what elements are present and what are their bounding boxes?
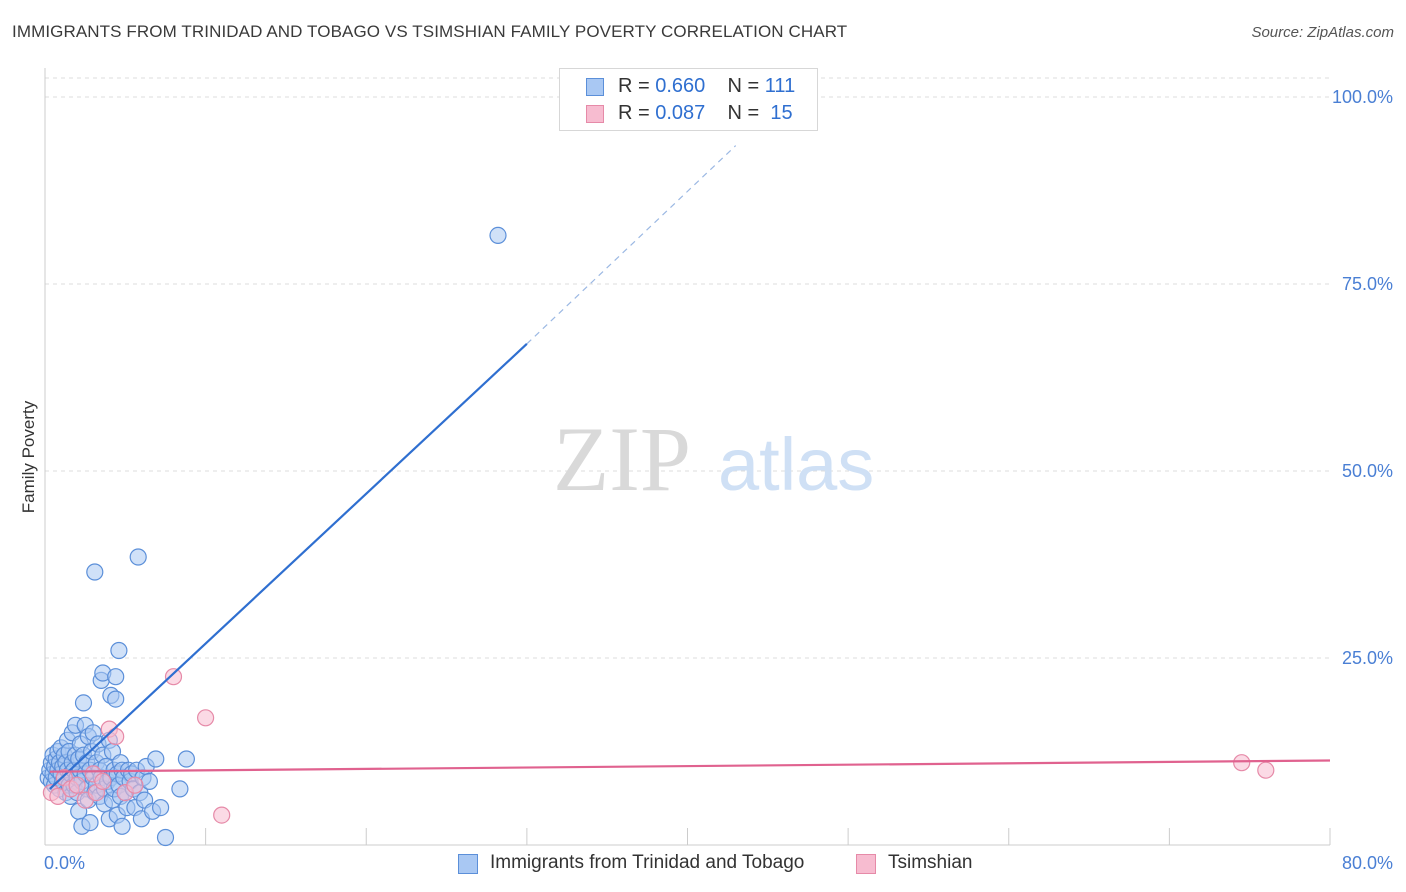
y-tick-label: 75.0% [1342, 274, 1393, 294]
data-point [74, 694, 93, 712]
watermark: ZIP atlas [553, 408, 874, 510]
series-swatch-blue [458, 854, 478, 874]
legend-n-value: 15 [770, 102, 793, 124]
data-point [177, 750, 195, 768]
trendline-immigrants-extension [526, 145, 737, 345]
axes [44, 68, 1331, 846]
legend-r-label: R = [618, 102, 656, 124]
data-point [156, 828, 175, 847]
x-tick-label-max: 80.0% [1342, 853, 1393, 873]
trendline-immigrants [49, 343, 528, 790]
data-point [171, 780, 189, 798]
legend-r-value: 0.087 [655, 102, 706, 124]
series-swatch-pink [856, 854, 876, 874]
data-point [1257, 761, 1275, 779]
grid-lines [45, 77, 1330, 659]
points-tsimshian [42, 668, 1275, 824]
x-tick-label-min: 0.0% [44, 853, 85, 873]
data-point [129, 548, 147, 566]
data-point [489, 226, 507, 244]
legend-swatch-pink [586, 105, 604, 123]
legend-r-value: 0.660 [655, 75, 706, 97]
data-point [213, 806, 231, 824]
series-label: Tsimshian [888, 852, 973, 873]
legend-swatch-blue [586, 78, 604, 96]
legend-n-label: N = [727, 102, 765, 124]
chart-title: IMMIGRANTS FROM TRINIDAD AND TOBAGO VS T… [12, 22, 848, 41]
data-point [164, 668, 183, 686]
data-point [1233, 754, 1251, 772]
trendline-tsimshian [49, 759, 1331, 773]
data-point [68, 776, 86, 794]
legend-n-value: 111 [764, 75, 796, 97]
data-point [107, 727, 125, 746]
source-label: Source: ZipAtlas.com [1251, 24, 1394, 41]
data-point [49, 787, 67, 806]
data-point [147, 750, 165, 768]
series-label: Immigrants from Trinidad and Tobago [490, 852, 805, 873]
data-point [86, 563, 104, 581]
data-point [126, 776, 144, 794]
data-point [152, 798, 170, 817]
data-point [197, 709, 215, 727]
watermark-zip: ZIP [553, 408, 691, 510]
series-legend: Immigrants from Trinidad and Tobago Tsim… [0, 852, 1406, 878]
y-tick-label: 50.0% [1342, 461, 1393, 481]
y-tick-label: 25.0% [1342, 648, 1393, 668]
legend-r-label: R = [618, 75, 656, 97]
data-point [140, 772, 158, 791]
watermark-atlas: atlas [718, 423, 874, 506]
data-point [110, 641, 128, 660]
data-point [81, 813, 99, 832]
data-point [107, 668, 125, 686]
y-axis-title: Family Poverty [19, 400, 38, 513]
data-point [113, 817, 131, 835]
legend-n-label: N = [727, 75, 765, 97]
points-immigrants [39, 226, 507, 847]
y-tick-label: 100.0% [1332, 87, 1393, 107]
data-point [94, 772, 112, 791]
data-point [107, 690, 125, 708]
correlation-legend: R = 0.660 N = 111 R = 0.087 N = 15 [559, 68, 818, 131]
